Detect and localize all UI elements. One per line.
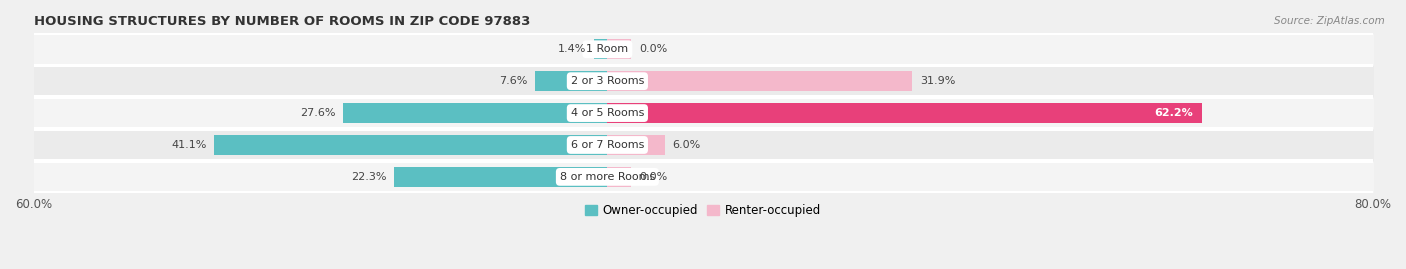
Text: 4 or 5 Rooms: 4 or 5 Rooms	[571, 108, 644, 118]
Text: 22.3%: 22.3%	[352, 172, 387, 182]
Bar	[607, 71, 912, 91]
Text: 27.6%: 27.6%	[301, 108, 336, 118]
Text: 6.0%: 6.0%	[672, 140, 700, 150]
Bar	[593, 39, 607, 59]
Bar	[214, 135, 607, 155]
Bar	[607, 39, 631, 59]
Bar	[534, 71, 607, 91]
Text: 0.0%: 0.0%	[638, 172, 668, 182]
Text: 6 or 7 Rooms: 6 or 7 Rooms	[571, 140, 644, 150]
Text: 62.2%: 62.2%	[1154, 108, 1192, 118]
Text: 1 Room: 1 Room	[586, 44, 628, 54]
Text: HOUSING STRUCTURES BY NUMBER OF ROOMS IN ZIP CODE 97883: HOUSING STRUCTURES BY NUMBER OF ROOMS IN…	[34, 15, 530, 28]
Text: 1.4%: 1.4%	[558, 44, 586, 54]
Text: 8 or more Rooms: 8 or more Rooms	[560, 172, 655, 182]
Legend: Owner-occupied, Renter-occupied: Owner-occupied, Renter-occupied	[581, 200, 827, 222]
Text: 7.6%: 7.6%	[499, 76, 527, 86]
Bar	[607, 103, 1202, 123]
Bar	[607, 167, 631, 187]
Text: 31.9%: 31.9%	[920, 76, 956, 86]
Bar	[394, 167, 607, 187]
Bar	[343, 103, 607, 123]
Text: Source: ZipAtlas.com: Source: ZipAtlas.com	[1274, 16, 1385, 26]
Text: 41.1%: 41.1%	[172, 140, 207, 150]
Text: 0.0%: 0.0%	[638, 44, 668, 54]
Bar	[607, 135, 665, 155]
Text: 2 or 3 Rooms: 2 or 3 Rooms	[571, 76, 644, 86]
